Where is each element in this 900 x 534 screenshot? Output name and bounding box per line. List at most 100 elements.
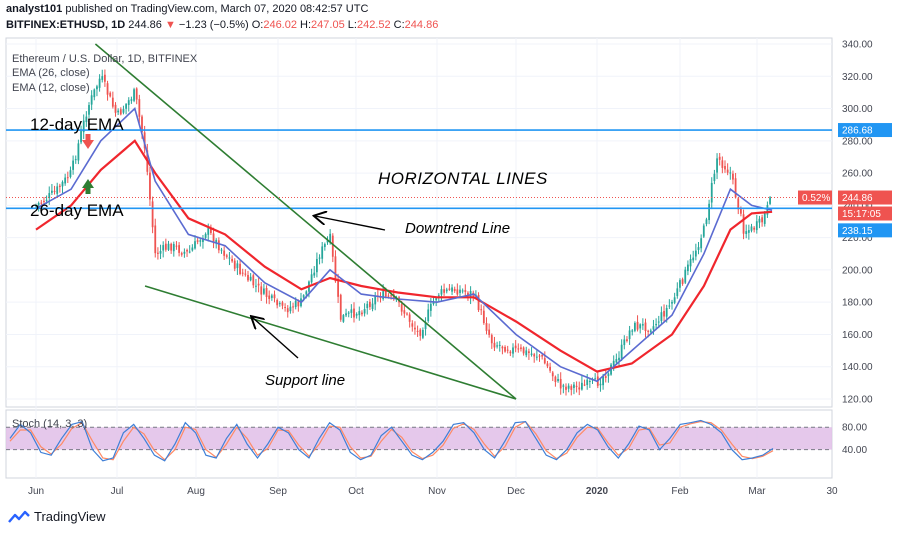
candle-body: [403, 310, 406, 314]
candle-body: [549, 366, 551, 371]
candle-body: [477, 294, 480, 311]
candle-body: [419, 329, 422, 336]
downtrend-arrow: [315, 216, 386, 231]
candle-body: [345, 313, 347, 316]
candle-body: [702, 225, 705, 237]
candle-body: [45, 199, 48, 201]
time-tick-label: Jun: [28, 486, 44, 497]
chart-legend-title: Ethereum / U.S. Dollar, 1D, BITFINEX: [12, 53, 198, 65]
candle-body: [85, 116, 88, 123]
candle-body: [514, 345, 517, 349]
time-tick-label: 30: [826, 486, 838, 497]
price-tick-label: 180.00: [842, 298, 873, 309]
candle-body: [440, 289, 443, 295]
candle-body: [164, 243, 167, 250]
price-badge: 244.86: [842, 193, 873, 204]
footer-brand: TradingView: [34, 509, 106, 524]
candle-body: [265, 288, 268, 297]
percent-badge-bg: [798, 190, 832, 205]
candle-body: [64, 177, 67, 184]
price-tick-label: 280.00: [842, 136, 873, 147]
candle-body: [530, 353, 533, 355]
publisher-name[interactable]: analyst101: [6, 3, 63, 15]
candle-body: [639, 324, 642, 329]
support-level-badge-bg: [838, 223, 892, 238]
candle-body: [48, 193, 51, 199]
legend-ema12: EMA (12, close): [12, 82, 90, 94]
drawn-lines: [6, 43, 832, 400]
candle-body: [321, 246, 324, 259]
candle-body: [316, 258, 318, 273]
candle-body: [528, 351, 530, 354]
candle-body: [602, 376, 604, 386]
ema26-up-arrow-icon: [82, 179, 94, 188]
candle-body: [742, 214, 745, 234]
candle-body: [533, 354, 536, 357]
candle-body: [490, 335, 493, 344]
candle-body: [191, 247, 194, 251]
candle-body: [628, 330, 631, 340]
price-tick-label: 260.00: [842, 169, 873, 180]
candle-body: [626, 339, 628, 342]
candle-body: [72, 160, 74, 170]
candle-body: [464, 290, 467, 292]
support-line: [144, 285, 517, 400]
candle-body: [109, 92, 112, 97]
candle-body: [517, 348, 520, 350]
candle-body: [697, 247, 700, 250]
candle-body: [506, 349, 509, 351]
candle-body: [154, 225, 157, 254]
candle-body: [374, 296, 377, 305]
candle-body: [366, 303, 369, 309]
candle-body: [480, 309, 483, 311]
candle-body: [692, 257, 695, 261]
candle-body: [607, 373, 610, 377]
candle-body: [435, 298, 438, 301]
tradingview-footer[interactable]: TradingView: [8, 509, 106, 524]
candle-body: [207, 228, 210, 235]
candle-body: [77, 143, 80, 161]
legend-ema26: EMA (26, close): [12, 67, 90, 79]
candle-body: [758, 218, 761, 223]
candle-body: [239, 263, 241, 275]
candle-body: [276, 299, 279, 306]
candle-body: [326, 240, 329, 243]
candle-body: [215, 239, 218, 244]
price-pane[interactable]: [5, 37, 833, 408]
candle-body: [371, 303, 374, 310]
candle-body: [257, 283, 260, 286]
candle-body: [141, 116, 143, 133]
candle-body: [80, 131, 82, 143]
candle-body: [35, 205, 37, 207]
candle-body: [769, 197, 771, 204]
candle-body: [281, 302, 284, 306]
candle-body: [297, 301, 300, 307]
candle-body: [220, 249, 223, 251]
candle-body: [716, 158, 718, 173]
candle-body: [183, 251, 186, 254]
candle-body: [655, 323, 657, 326]
candle-body: [133, 89, 135, 101]
candle-body: [313, 272, 316, 276]
candle-body: [268, 295, 271, 299]
candle-body: [671, 301, 673, 304]
candle-body: [278, 303, 281, 305]
candle-body: [228, 257, 231, 259]
time-tick-label: Mar: [748, 486, 766, 497]
candle-body: [225, 255, 228, 257]
price-axis: 340.00 320.00 300.00 280.00 260.00 240.00 220.…: [842, 40, 873, 406]
candle-body: [202, 238, 204, 243]
time-tick-label: Feb: [671, 486, 689, 497]
candle-body: [252, 275, 255, 286]
candle-body: [541, 355, 544, 357]
stoch-k-line: [9, 419, 774, 462]
annotation-downtrend-line: Downtrend Line: [405, 220, 510, 237]
candle-body: [496, 345, 498, 347]
candle-body: [157, 252, 159, 254]
candle-body: [236, 263, 239, 269]
candle-body: [337, 279, 339, 297]
candle-body: [361, 312, 363, 315]
candle-body: [437, 295, 440, 297]
candle-body: [705, 219, 708, 225]
